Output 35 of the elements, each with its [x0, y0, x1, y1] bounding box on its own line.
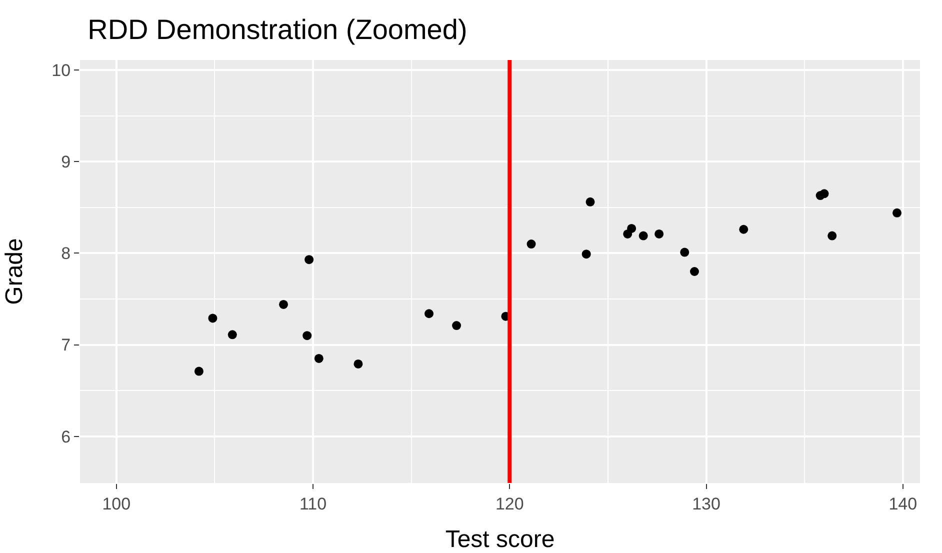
point — [208, 314, 218, 323]
point — [452, 321, 462, 330]
point — [739, 224, 748, 234]
chart-title: RDD Demonstration (Zoomed) — [88, 14, 468, 45]
point — [354, 359, 363, 368]
point — [302, 331, 312, 340]
point — [627, 224, 636, 233]
point — [194, 366, 204, 376]
point — [304, 255, 314, 264]
point — [586, 197, 595, 206]
point — [638, 231, 648, 240]
point — [314, 354, 324, 363]
y-tick-label: 9 — [61, 152, 71, 172]
y-tick-label: 10 — [52, 61, 71, 80]
x-tick-label: 140 — [888, 494, 918, 514]
x-tick-label: 130 — [692, 494, 720, 514]
point — [654, 229, 664, 238]
x-tick-label: 120 — [495, 494, 524, 514]
point — [680, 248, 690, 257]
point — [424, 309, 434, 318]
point — [279, 300, 288, 309]
x-tick-label: 110 — [299, 494, 327, 514]
x-axis-title: Test score — [445, 526, 555, 553]
point — [892, 208, 902, 218]
y-axis-title: Grade — [1, 238, 28, 305]
point — [582, 250, 591, 259]
point — [690, 267, 699, 276]
point — [228, 330, 237, 340]
point — [820, 189, 829, 198]
point — [526, 240, 536, 249]
y-tick-label: 6 — [61, 427, 71, 446]
y-tick-label: 7 — [61, 336, 71, 355]
x-tick-label: 100 — [102, 494, 131, 514]
point — [828, 231, 837, 240]
y-tick-label: 8 — [61, 244, 71, 264]
